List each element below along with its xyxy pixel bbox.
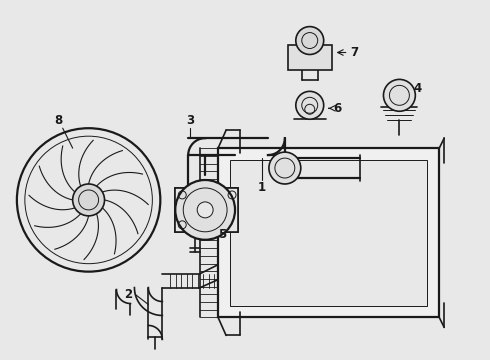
Text: 8: 8 <box>54 114 63 127</box>
Text: 6: 6 <box>334 102 342 115</box>
Circle shape <box>296 91 324 119</box>
Circle shape <box>73 184 104 216</box>
Polygon shape <box>230 160 427 306</box>
Polygon shape <box>218 148 439 318</box>
Polygon shape <box>288 45 332 71</box>
Circle shape <box>197 202 213 218</box>
Text: 4: 4 <box>413 82 421 95</box>
Text: 1: 1 <box>258 181 266 194</box>
Circle shape <box>384 80 416 111</box>
Text: 3: 3 <box>186 114 194 127</box>
Circle shape <box>296 27 324 54</box>
Circle shape <box>17 128 160 272</box>
Text: 2: 2 <box>124 288 132 301</box>
Circle shape <box>269 152 301 184</box>
Polygon shape <box>175 188 238 232</box>
Circle shape <box>175 180 235 240</box>
Text: 5: 5 <box>218 228 226 241</box>
Text: 7: 7 <box>350 46 359 59</box>
